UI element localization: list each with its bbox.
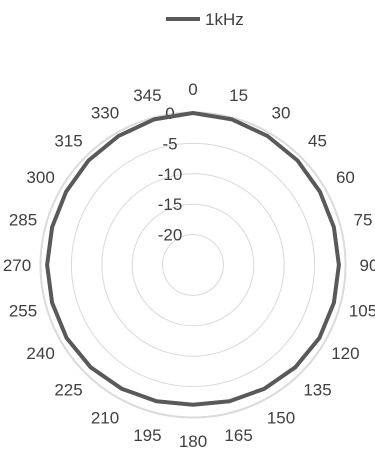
angle-tick-label: 90 xyxy=(360,256,375,275)
data-point xyxy=(117,135,120,137)
angle-tick-label: 60 xyxy=(336,168,355,187)
grid-circle xyxy=(70,142,316,388)
grid-circle-outer xyxy=(39,111,347,419)
angle-tick-label: 0 xyxy=(188,80,197,99)
legend: 1kHz xyxy=(166,10,244,29)
data-point xyxy=(51,226,53,228)
series-group xyxy=(45,111,341,407)
angle-tick-label: 120 xyxy=(331,344,359,363)
data-point xyxy=(228,400,231,403)
data-point xyxy=(263,387,266,390)
angle-tick-label: 300 xyxy=(26,168,54,187)
data-point xyxy=(46,264,48,266)
data-point xyxy=(294,366,297,369)
data-point xyxy=(192,112,194,114)
angle-tick-label: 330 xyxy=(91,104,119,123)
data-point xyxy=(296,159,299,162)
data-point xyxy=(89,366,92,369)
angle-tick-label: 255 xyxy=(9,302,37,321)
grid-circle xyxy=(101,173,285,357)
angle-tick-label: 75 xyxy=(354,210,373,229)
grid-circle xyxy=(131,203,255,327)
angle-tick-label: 105 xyxy=(349,302,375,321)
data-point xyxy=(266,135,269,137)
data-point xyxy=(153,118,155,121)
data-point xyxy=(333,226,335,228)
angle-tick-label: 15 xyxy=(229,86,248,105)
data-point xyxy=(65,190,67,193)
angle-tick-label: 270 xyxy=(3,256,31,275)
angle-tick-label: 150 xyxy=(267,408,295,427)
data-point xyxy=(319,190,321,193)
data-point xyxy=(87,159,90,162)
angle-tick-label: 45 xyxy=(308,132,327,151)
angle-tick-label: 345 xyxy=(133,86,161,105)
grid-circle xyxy=(40,112,346,418)
angle-tick-label: 315 xyxy=(54,132,82,151)
angle-tick-label: 225 xyxy=(54,381,82,400)
radial-tick-label: -5 xyxy=(162,134,177,153)
data-point xyxy=(155,400,158,403)
radial-tick-labels: 0 -5 -10 -15 -20 xyxy=(158,104,183,245)
data-point xyxy=(120,387,123,390)
radial-tick-label: -20 xyxy=(158,226,183,245)
data-point xyxy=(51,302,53,304)
angle-tick-label: 135 xyxy=(303,381,331,400)
legend-label: 1kHz xyxy=(205,10,244,29)
angle-tick-label: 180 xyxy=(179,432,207,449)
data-point xyxy=(333,302,335,304)
data-point xyxy=(338,264,340,266)
data-point xyxy=(192,404,194,406)
angle-tick-label: 210 xyxy=(91,408,119,427)
series-line-1khz xyxy=(45,111,341,407)
radial-tick-label: -15 xyxy=(158,195,183,214)
angle-tick-label: 195 xyxy=(133,426,161,445)
angle-tick-label: 165 xyxy=(224,426,252,445)
angle-tick-label: 240 xyxy=(26,344,54,363)
angle-tick-label: 285 xyxy=(9,210,37,229)
radial-tick-label: -10 xyxy=(158,165,183,184)
grid-circle xyxy=(162,234,224,296)
angle-tick-label: 30 xyxy=(272,104,291,123)
polar-grid xyxy=(39,111,347,419)
radial-tick-label: 0 xyxy=(165,104,174,123)
data-point xyxy=(231,118,233,121)
data-point xyxy=(65,337,68,339)
data-point xyxy=(318,337,321,339)
